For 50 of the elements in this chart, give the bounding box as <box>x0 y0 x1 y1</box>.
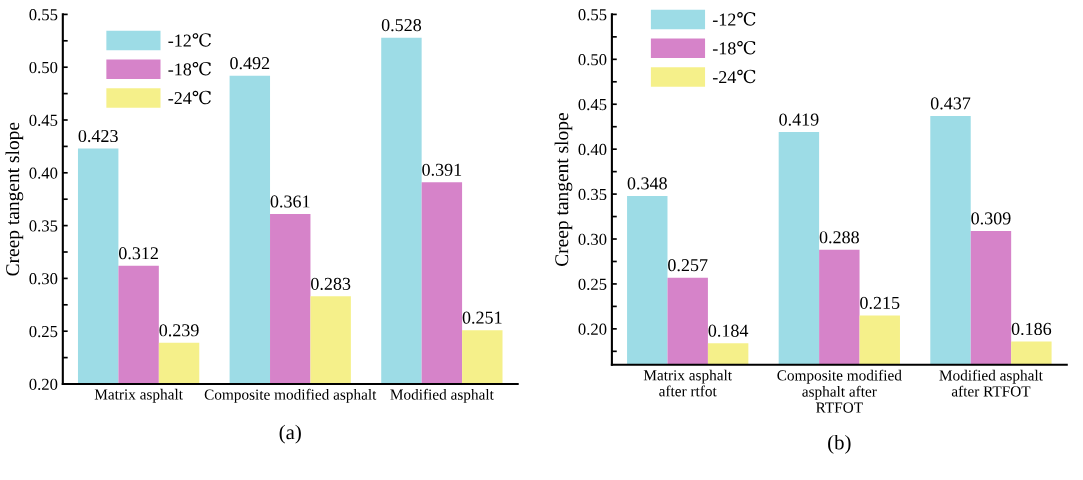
legend-label: -24℃ <box>168 90 211 105</box>
data-label: 0.391 <box>422 163 462 176</box>
x-tick-label: Composite modified asphalt after RTFOT <box>777 369 902 413</box>
data-label: 0.184 <box>708 324 749 337</box>
data-label: 0.309 <box>971 212 1011 225</box>
x-tick-label: Composite modified asphalt <box>204 388 377 403</box>
data-label: 0.419 <box>779 113 819 126</box>
data-label: 0.437 <box>930 97 971 110</box>
y-tick-label: 0.45 <box>578 98 607 111</box>
data-label: 0.257 <box>668 259 708 272</box>
data-label: 0.492 <box>230 57 270 70</box>
data-label: 0.423 <box>78 129 118 143</box>
x-tick-label: Modified asphalt after RTFOT <box>939 369 1043 397</box>
legend-label: -12℃ <box>168 33 211 47</box>
legend-label: -18℃ <box>168 61 211 76</box>
y-tick-label: 0.25 <box>29 325 58 338</box>
data-label: 0.361 <box>270 195 310 208</box>
data-label: 0.239 <box>159 324 199 337</box>
data-label: 0.251 <box>462 311 502 324</box>
y-tick-label: 0.30 <box>578 233 607 246</box>
y-tick-label: 0.40 <box>578 143 607 156</box>
text: (a) <box>279 424 301 444</box>
y-tick-label: 0.20 <box>578 323 607 335</box>
x-tick-label: Modified asphalt <box>390 388 494 403</box>
y-axis-title: Creep tangent slope <box>554 113 573 267</box>
data-label: 0.288 <box>819 231 859 244</box>
y-tick-label: 0.45 <box>29 114 58 127</box>
y-tick-label: 0.40 <box>29 167 58 179</box>
data-label: 0.348 <box>627 177 667 190</box>
y-tick-label: 0.25 <box>578 278 607 290</box>
y-tick-label: 0.50 <box>578 54 607 66</box>
data-label: 0.283 <box>311 277 351 290</box>
x-tick-label: Matrix asphalt <box>94 388 183 403</box>
data-label: 0.528 <box>381 19 422 32</box>
legend-label: -12℃ <box>712 12 756 26</box>
y-tick-label: 0.30 <box>29 273 58 285</box>
data-label: 0.312 <box>119 247 158 260</box>
y-tick-label: 0.50 <box>29 61 58 74</box>
legend-label: -18℃ <box>712 40 756 55</box>
data-label: 0.186 <box>1011 322 1052 336</box>
y-tick-label: 0.55 <box>29 9 58 21</box>
y-tick-label: 0.35 <box>578 188 607 201</box>
y-tick-label: 0.20 <box>29 378 58 391</box>
text: (b) <box>828 434 851 454</box>
x-tick-label: Matrix asphalt after rtfot <box>643 369 732 397</box>
y-tick-label: 0.35 <box>29 220 58 232</box>
y-axis-title: Creep tangent slope <box>5 122 24 276</box>
legend-label: -24℃ <box>712 69 756 84</box>
y-tick-label: 0.55 <box>578 9 607 21</box>
data-label: 0.215 <box>860 296 900 310</box>
